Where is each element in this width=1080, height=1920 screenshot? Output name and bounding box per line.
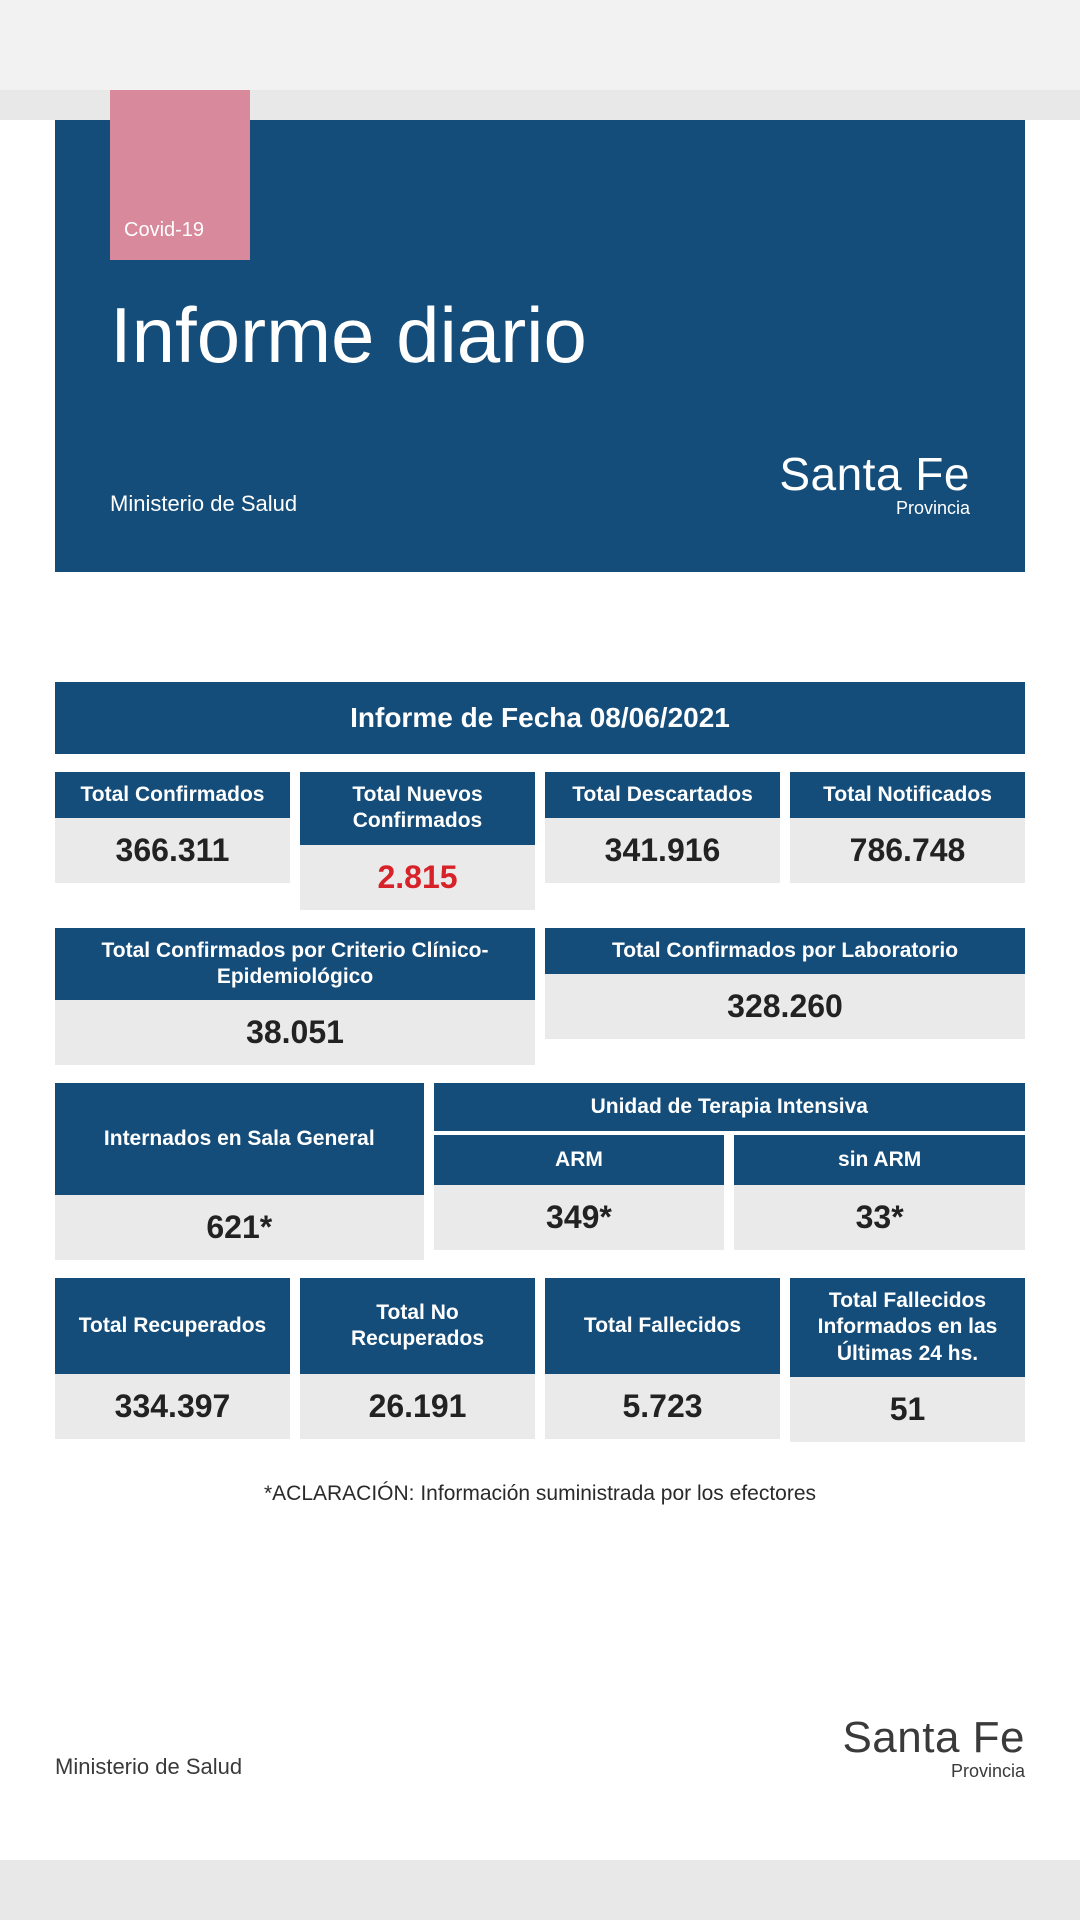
- brand-sub: Provincia: [779, 499, 970, 517]
- stat-value: 51: [790, 1377, 1025, 1442]
- covid-tag-tab: Covid-19: [110, 90, 250, 260]
- stat-recuperados: Total Recuperados 334.397: [55, 1278, 290, 1442]
- stat-value: 328.260: [545, 974, 1025, 1039]
- stat-sin-arm: sin ARM 33*: [734, 1135, 1025, 1250]
- page-footer: Ministerio de Salud Santa Fe Provincia: [55, 1716, 1025, 1780]
- stat-total-confirmados: Total Confirmados 366.311: [55, 772, 290, 910]
- stat-label: Total Fallecidos: [545, 1278, 780, 1374]
- stat-value: 341.916: [545, 818, 780, 883]
- stats-row-4: Total Recuperados 334.397 Total No Recup…: [55, 1278, 1025, 1442]
- stat-nuevos-confirmados: Total Nuevos Confirmados 2.815: [300, 772, 535, 910]
- report-title: Informe diario: [110, 290, 970, 381]
- stat-value: 26.191: [300, 1374, 535, 1439]
- stats-row-2: Total Confirmados por Criterio Clínico-E…: [55, 928, 1025, 1066]
- stat-value: 349*: [434, 1185, 725, 1250]
- covid-tag-label: Covid-19: [124, 219, 204, 242]
- stat-descartados: Total Descartados 341.916: [545, 772, 780, 910]
- brand-main: Santa Fe: [779, 448, 970, 500]
- top-gray-bar: [0, 0, 1080, 90]
- page-container: Covid-19 Informe diario Ministerio de Sa…: [0, 120, 1080, 1860]
- stat-label: Total No Recuperados: [300, 1278, 535, 1374]
- stat-confirmados-clinico: Total Confirmados por Criterio Clínico-E…: [55, 928, 535, 1066]
- group-header: Unidad de Terapia Intensiva: [434, 1083, 1025, 1131]
- stat-value: 5.723: [545, 1374, 780, 1439]
- stat-fallecidos-24hs: Total Fallecidos Informados en las Últim…: [790, 1278, 1025, 1442]
- stat-label: Total Fallecidos Informados en las Últim…: [790, 1278, 1025, 1377]
- hero-banner: Covid-19 Informe diario Ministerio de Sa…: [55, 120, 1025, 572]
- stat-label: Total Notificados: [790, 772, 1025, 818]
- stat-label: sin ARM: [734, 1135, 1025, 1185]
- report-date-bar: Informe de Fecha 08/06/2021: [55, 682, 1025, 754]
- stat-value: 621*: [55, 1195, 424, 1260]
- province-brand: Santa Fe Provincia: [779, 451, 970, 517]
- stat-label: ARM: [434, 1135, 725, 1185]
- stat-value: 334.397: [55, 1374, 290, 1439]
- stat-value: 366.311: [55, 818, 290, 883]
- clarification-note: *ACLARACIÓN: Información suministrada po…: [55, 1482, 1025, 1506]
- footer-ministry: Ministerio de Salud: [55, 1754, 242, 1780]
- stat-arm: ARM 349*: [434, 1135, 725, 1250]
- stat-label: Internados en Sala General: [55, 1083, 424, 1195]
- stat-confirmados-lab: Total Confirmados por Laboratorio 328.26…: [545, 928, 1025, 1066]
- stat-no-recuperados: Total No Recuperados 26.191: [300, 1278, 535, 1442]
- stat-value: 38.051: [55, 1000, 535, 1065]
- stat-label: Total Confirmados por Laboratorio: [545, 928, 1025, 974]
- stat-label: Total Descartados: [545, 772, 780, 818]
- stat-fallecidos: Total Fallecidos 5.723: [545, 1278, 780, 1442]
- footer-brand-sub: Provincia: [842, 1762, 1025, 1780]
- stat-notificados: Total Notificados 786.748: [790, 772, 1025, 910]
- stats-row-3: Internados en Sala General 621* Unidad d…: [55, 1083, 1025, 1260]
- ministry-label: Ministerio de Salud: [110, 491, 297, 517]
- footer-brand: Santa Fe Provincia: [842, 1716, 1025, 1780]
- stat-internados-general: Internados en Sala General 621*: [55, 1083, 424, 1260]
- stat-label: Total Confirmados por Criterio Clínico-E…: [55, 928, 535, 1001]
- stat-value-highlight: 2.815: [300, 845, 535, 910]
- stat-label: Total Recuperados: [55, 1278, 290, 1374]
- footer-brand-main: Santa Fe: [842, 1713, 1025, 1762]
- stat-label: Total Nuevos Confirmados: [300, 772, 535, 845]
- stat-value: 786.748: [790, 818, 1025, 883]
- stat-terapia-intensiva-group: Unidad de Terapia Intensiva ARM 349* sin…: [434, 1083, 1025, 1260]
- stat-value: 33*: [734, 1185, 1025, 1250]
- stats-row-1: Total Confirmados 366.311 Total Nuevos C…: [55, 772, 1025, 910]
- stat-label: Total Confirmados: [55, 772, 290, 818]
